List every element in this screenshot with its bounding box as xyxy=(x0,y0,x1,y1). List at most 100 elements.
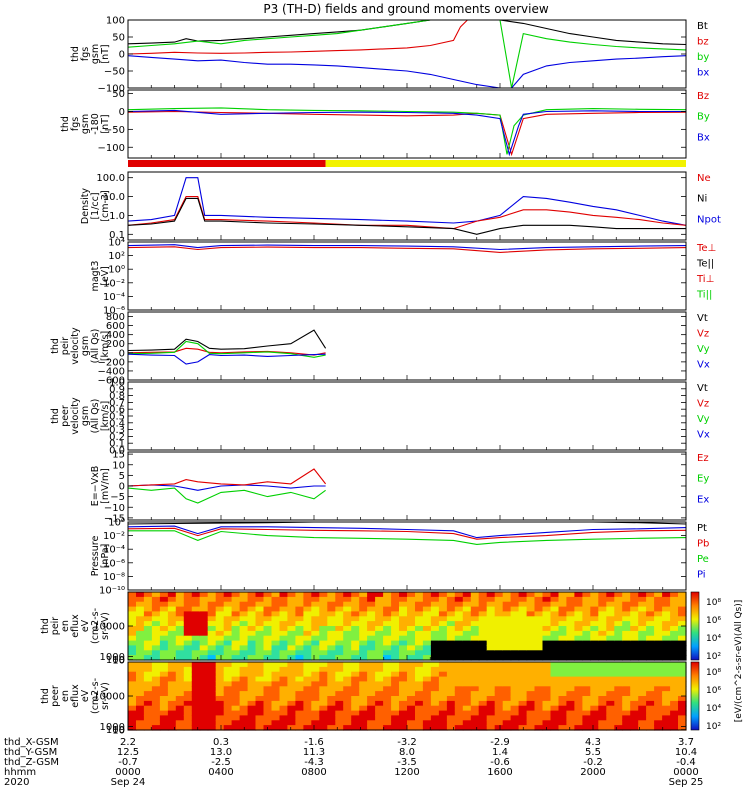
spectrogram-cell xyxy=(582,662,591,668)
spectrogram-cell xyxy=(430,635,440,642)
spectrogram-cell xyxy=(263,601,273,608)
spectrogram-cell xyxy=(383,611,392,617)
spectrogram-cell xyxy=(255,715,265,721)
spectrogram-cell xyxy=(534,696,544,702)
spectrogram-cell xyxy=(407,616,416,622)
spectrogram-cell xyxy=(375,700,384,707)
spectrogram-cell xyxy=(279,725,289,731)
spectrogram-cell xyxy=(486,671,496,678)
spectrogram-cell xyxy=(167,630,177,637)
spectrogram-cell xyxy=(159,621,169,627)
spectrogram-cell xyxy=(566,696,575,702)
y-axis-label-line: gsm xyxy=(80,406,91,426)
spectrogram-cell xyxy=(542,696,552,702)
spectrogram-cell xyxy=(534,662,544,668)
spectrogram-cell xyxy=(215,630,225,637)
spectrogram-cell xyxy=(646,596,655,603)
spectrogram-cell xyxy=(646,630,655,637)
spectrogram-cell xyxy=(638,666,647,673)
spectrogram-cell xyxy=(494,725,504,731)
time-axis-value: 3.7 xyxy=(678,737,694,748)
spectrogram-cell xyxy=(335,596,344,603)
spectrogram-cell xyxy=(375,601,384,608)
spectrogram-cell xyxy=(279,655,289,661)
y-tick-label: 10 xyxy=(112,655,125,666)
spectrogram-cell xyxy=(606,611,615,617)
spectrogram-cell xyxy=(422,691,432,697)
spectrogram-cell xyxy=(415,640,424,647)
spectrogram-cell xyxy=(478,715,488,721)
spectrogram-cell xyxy=(470,611,480,617)
colorbar-tick-label: 10⁸ xyxy=(706,668,721,678)
spectrogram-cell xyxy=(486,655,496,661)
spectrogram-cell xyxy=(231,645,241,651)
spectrogram-cell xyxy=(470,691,480,697)
spectrogram-cell xyxy=(494,650,504,656)
y-tick-label: 0 xyxy=(119,348,125,359)
spectrogram-cell xyxy=(359,655,368,661)
spectrogram-cell xyxy=(151,725,161,731)
spectrogram-cell xyxy=(271,635,281,642)
spectrogram-cell xyxy=(422,671,432,678)
colorbar-label: [eV/(cm^2-s-sr-eV)(All Qs)] xyxy=(734,600,744,723)
spectrogram-cell xyxy=(542,626,552,632)
spectrogram-cell xyxy=(470,635,480,642)
spectrogram-cell xyxy=(662,601,671,608)
spectrogram-cell xyxy=(215,635,225,642)
spectrogram-cell xyxy=(438,671,448,678)
spectrogram-cell xyxy=(446,662,456,668)
spectrogram-cell xyxy=(295,720,304,726)
spectrogram-cell xyxy=(598,725,607,731)
spectrogram-cell xyxy=(542,635,552,642)
y-tick-label: −50 xyxy=(104,125,125,136)
spectrogram-cell xyxy=(494,705,504,712)
spectrogram-cell xyxy=(303,640,312,647)
spectrogram-cell xyxy=(128,616,137,622)
spectrogram-cell xyxy=(128,691,137,697)
spectrogram-cell xyxy=(239,616,249,622)
spectrogram-cell xyxy=(614,681,623,687)
spectrogram-cell xyxy=(542,621,552,627)
spectrogram-cell xyxy=(343,725,352,731)
spectrogram-cell xyxy=(183,691,193,697)
spectrogram-cell xyxy=(287,630,296,637)
spectrogram-cell xyxy=(375,662,384,668)
spectrogram-cell xyxy=(462,621,472,627)
y-tick-label: 10⁻⁴ xyxy=(103,545,125,556)
spectrogram-cell xyxy=(223,621,233,627)
spectrogram-cell xyxy=(375,592,384,598)
spectrogram-cell xyxy=(207,700,217,707)
spectrogram-cell xyxy=(255,655,265,661)
spectrogram-cell xyxy=(319,592,328,598)
spectrogram-cell xyxy=(662,650,671,656)
spectrogram-cell xyxy=(582,715,591,721)
spectrogram-cell xyxy=(622,655,631,661)
spectrogram-cell xyxy=(422,616,432,622)
spectrogram-cell xyxy=(151,655,161,661)
spectrogram-cell xyxy=(239,662,249,668)
spectrogram-cell xyxy=(526,700,536,707)
spectrogram-cell xyxy=(399,676,408,683)
spectrogram-cell xyxy=(598,621,607,627)
spectrogram-cell xyxy=(582,635,591,642)
spectrogram-cell xyxy=(367,640,376,647)
spectrogram-cell xyxy=(207,725,217,731)
spectrogram-cell xyxy=(590,666,599,673)
spectrogram-cell xyxy=(399,592,408,598)
spectrogram-cell xyxy=(223,662,233,668)
spectrogram-cell xyxy=(486,720,496,726)
spectrogram-cell xyxy=(654,630,663,637)
y-tick-label: 0 xyxy=(119,482,125,493)
spectrogram-cell xyxy=(558,601,568,608)
spectrogram-cell xyxy=(614,596,623,603)
spectrogram-cell xyxy=(622,601,631,608)
spectrogram-cell xyxy=(550,662,560,668)
spectrogram-cell xyxy=(526,596,536,603)
spectrogram-cell xyxy=(670,681,679,687)
y-tick-label: 10⁻⁸ xyxy=(103,572,125,583)
spectrogram-cell xyxy=(359,715,368,721)
spectrogram-cell xyxy=(399,640,408,647)
spectrogram-cell xyxy=(654,666,663,673)
spectrogram-cell xyxy=(510,715,520,721)
spectrogram-cell xyxy=(279,635,289,642)
